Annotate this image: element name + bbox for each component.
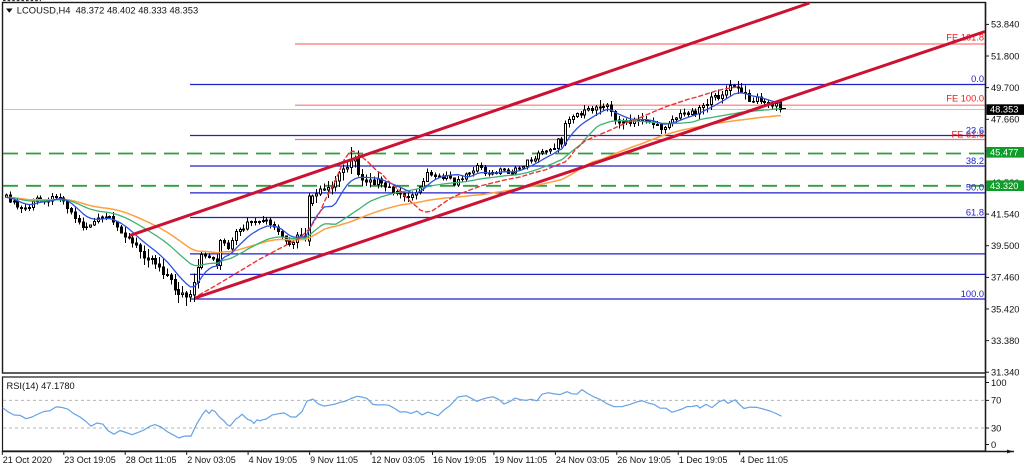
svg-text:4 Dec 11:05: 4 Dec 11:05 (740, 455, 788, 465)
svg-text:19 Nov 11:05: 19 Nov 11:05 (494, 455, 547, 465)
svg-text:100.0: 100.0 (961, 289, 984, 299)
svg-text:53.840: 53.840 (991, 20, 1019, 30)
svg-text:48.353: 48.353 (990, 105, 1018, 115)
svg-text:12 Nov 03:05: 12 Nov 03:05 (372, 455, 426, 465)
svg-text:24 Nov 03:05: 24 Nov 03:05 (556, 455, 610, 465)
svg-text:30: 30 (991, 423, 1001, 433)
svg-text:38.2: 38.2 (966, 156, 984, 166)
svg-text:FE 61.8: FE 61.8 (951, 130, 984, 140)
svg-text:49.700: 49.700 (991, 83, 1019, 93)
svg-text:51.800: 51.800 (991, 51, 1019, 61)
svg-text:RSI(14) 47.1780: RSI(14) 47.1780 (7, 381, 75, 391)
svg-text:43.320: 43.320 (990, 181, 1018, 191)
svg-text:2 Nov 03:05: 2 Nov 03:05 (187, 455, 236, 465)
svg-text:LCOUSD,H4 48.372 48.402 48.33: LCOUSD,H4 48.372 48.402 48.333 48.353 (17, 4, 198, 15)
svg-text:33.380: 33.380 (991, 336, 1019, 346)
svg-text:37.460: 37.460 (991, 273, 1019, 283)
svg-text:50.0: 50.0 (966, 183, 984, 193)
svg-text:47.660: 47.660 (991, 115, 1019, 125)
svg-text:23.6: 23.6 (966, 125, 984, 135)
svg-text:39.500: 39.500 (991, 241, 1019, 251)
svg-text:23 Oct 19:05: 23 Oct 19:05 (64, 455, 116, 465)
svg-text:70: 70 (991, 396, 1001, 406)
svg-text:100: 100 (991, 378, 1007, 388)
svg-text:45.477: 45.477 (990, 147, 1018, 157)
svg-text:4 Nov 19:05: 4 Nov 19:05 (249, 455, 298, 465)
svg-text:0.0: 0.0 (971, 74, 984, 84)
svg-text:35.420: 35.420 (991, 304, 1019, 314)
svg-text:28 Oct 11:05: 28 Oct 11:05 (126, 455, 177, 465)
svg-text:16 Nov 19:05: 16 Nov 19:05 (433, 455, 487, 465)
svg-text:0: 0 (991, 440, 996, 450)
svg-text:9 Nov 11:05: 9 Nov 11:05 (310, 455, 358, 465)
svg-text:41.540: 41.540 (991, 209, 1019, 219)
svg-text:26 Nov 19:05: 26 Nov 19:05 (617, 455, 671, 465)
svg-text:31.340: 31.340 (991, 368, 1019, 378)
svg-text:21 Oct 2020: 21 Oct 2020 (3, 455, 52, 465)
svg-text:61.8: 61.8 (966, 208, 984, 218)
svg-text:FE 100.0: FE 100.0 (946, 94, 984, 104)
svg-text:1 Dec 19:05: 1 Dec 19:05 (679, 455, 728, 465)
